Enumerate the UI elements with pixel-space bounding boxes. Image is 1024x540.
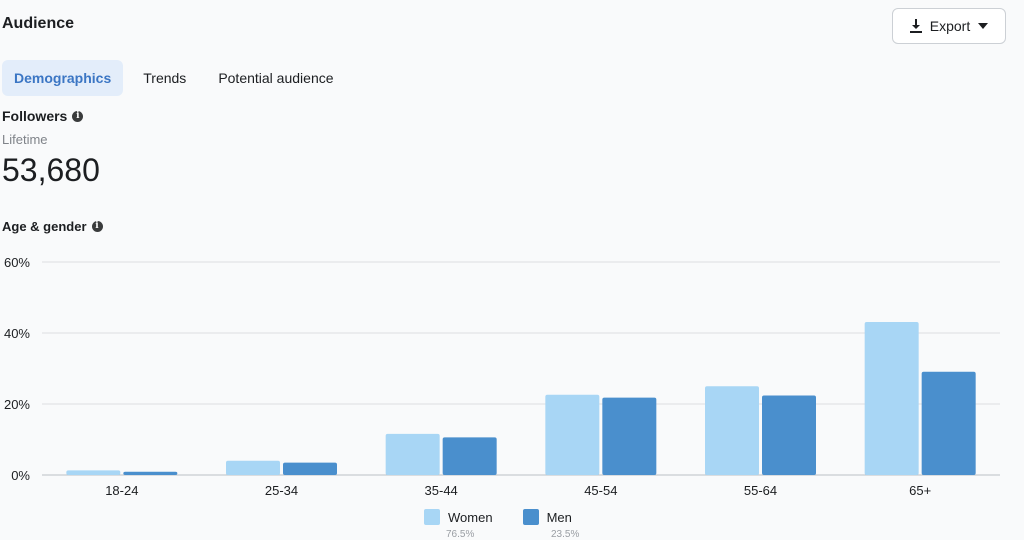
bar-men-45-54[interactable] bbox=[602, 397, 657, 475]
y-tick-label: 20% bbox=[4, 397, 30, 412]
bar-men-25-34[interactable] bbox=[283, 462, 337, 475]
legend-label-men: Men bbox=[546, 509, 572, 525]
x-tick-label: 55-64 bbox=[744, 483, 777, 498]
tab-trends[interactable]: Trends bbox=[143, 70, 187, 86]
followers-count: 53,680 bbox=[2, 152, 100, 188]
followers-title: Followers bbox=[2, 108, 68, 124]
chart-legend: Women Men bbox=[424, 509, 572, 525]
info-icon[interactable]: i bbox=[72, 110, 84, 122]
x-tick-label: 35-44 bbox=[425, 483, 458, 498]
bar-men-55-64[interactable] bbox=[762, 395, 816, 475]
legend-label-women: Women bbox=[448, 509, 493, 525]
y-tick-label: 60% bbox=[4, 255, 30, 270]
bar-women-35-44[interactable] bbox=[385, 433, 440, 475]
tab-bar: Demographics Trends Potential audience bbox=[2, 60, 354, 96]
age-gender-title: Age & gender bbox=[2, 219, 87, 234]
tab-demographics[interactable]: Demographics bbox=[2, 60, 124, 96]
legend-swatch-women bbox=[424, 509, 440, 525]
x-tick-label: 45-54 bbox=[584, 483, 617, 498]
download-icon bbox=[909, 19, 922, 33]
bar-women-18-24[interactable] bbox=[66, 470, 121, 475]
bar-men-18-24[interactable] bbox=[123, 471, 178, 475]
y-tick-label: 40% bbox=[4, 326, 30, 341]
legend-item-men[interactable]: Men bbox=[522, 509, 572, 525]
bar-women-25-34[interactable] bbox=[226, 460, 280, 475]
bar-women-55-64[interactable] bbox=[705, 386, 759, 475]
y-tick-label: 0% bbox=[11, 468, 30, 483]
export-label: Export bbox=[929, 18, 971, 34]
x-tick-label: 65+ bbox=[909, 483, 931, 498]
legend-swatch-men bbox=[522, 509, 539, 525]
caret-down-icon bbox=[978, 23, 989, 29]
bar-men-65+[interactable] bbox=[921, 371, 976, 475]
age-gender-heading: Age & gender i bbox=[2, 219, 103, 234]
bar-men-35-44[interactable] bbox=[442, 437, 497, 475]
info-icon[interactable]: i bbox=[91, 221, 103, 232]
export-button[interactable]: Export bbox=[892, 8, 1006, 44]
x-tick-label: 25-34 bbox=[265, 483, 298, 498]
age-gender-chart: 0% 20% 40% 60% 18-24 25-34 35-44 45-54 55-64 65+ bbox=[4, 255, 1000, 498]
followers-period: Lifetime bbox=[2, 132, 48, 147]
bar-women-65+[interactable] bbox=[864, 321, 919, 475]
page-title: Audience bbox=[2, 15, 75, 32]
followers-heading: Followers i bbox=[2, 108, 84, 124]
tab-potential-audience[interactable]: Potential audience bbox=[218, 70, 334, 86]
bar-women-45-54[interactable] bbox=[545, 394, 600, 475]
x-tick-label: 18-24 bbox=[105, 483, 138, 498]
legend-item-women[interactable]: Women bbox=[424, 509, 493, 525]
